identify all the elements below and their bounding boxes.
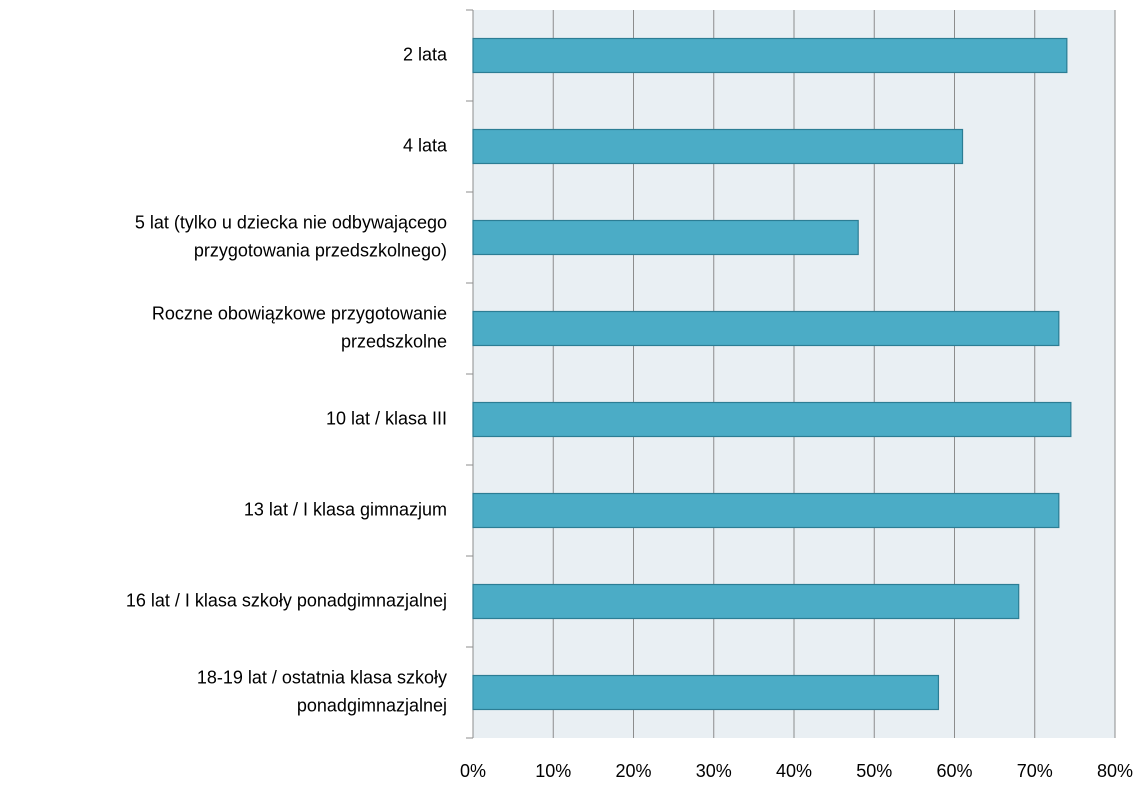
x-tick-label: 0% — [460, 761, 486, 781]
bar — [472, 492, 1060, 529]
y-tick-label: przygotowania przedszkolnego) — [194, 240, 447, 260]
x-tick-label: 80% — [1097, 761, 1133, 781]
x-tick-label: 40% — [776, 761, 812, 781]
bar — [472, 674, 940, 711]
x-tick-label: 50% — [856, 761, 892, 781]
y-tick-label: ponadgimnazjalnej — [297, 695, 447, 715]
y-tick-label: 18-19 lat / ostatnia klasa szkoły — [197, 667, 447, 687]
x-tick-label: 60% — [936, 761, 972, 781]
y-tick-label: 13 lat / I klasa gimnazjum — [244, 499, 447, 519]
bar — [472, 401, 1072, 438]
bar — [472, 128, 964, 165]
x-tick-label: 30% — [696, 761, 732, 781]
x-tick-label: 20% — [615, 761, 651, 781]
y-tick-label: Roczne obowiązkowe przygotowanie — [152, 303, 447, 323]
bar — [472, 583, 1020, 620]
x-tick-label: 70% — [1017, 761, 1053, 781]
y-tick-label: 10 lat / klasa III — [326, 408, 447, 428]
y-tick-label: 16 lat / I klasa szkoły ponadgimnazjalne… — [126, 590, 447, 610]
y-tick-label: przedszkolne — [341, 331, 447, 351]
y-tick-label: 5 lat (tylko u dziecka nie odbywającego — [135, 212, 447, 232]
bar — [472, 310, 1060, 347]
bar — [472, 37, 1068, 74]
x-tick-label: 10% — [535, 761, 571, 781]
y-tick-label: 4 lata — [403, 135, 448, 155]
y-tick-label: 2 lata — [403, 44, 448, 64]
bar — [472, 219, 859, 256]
